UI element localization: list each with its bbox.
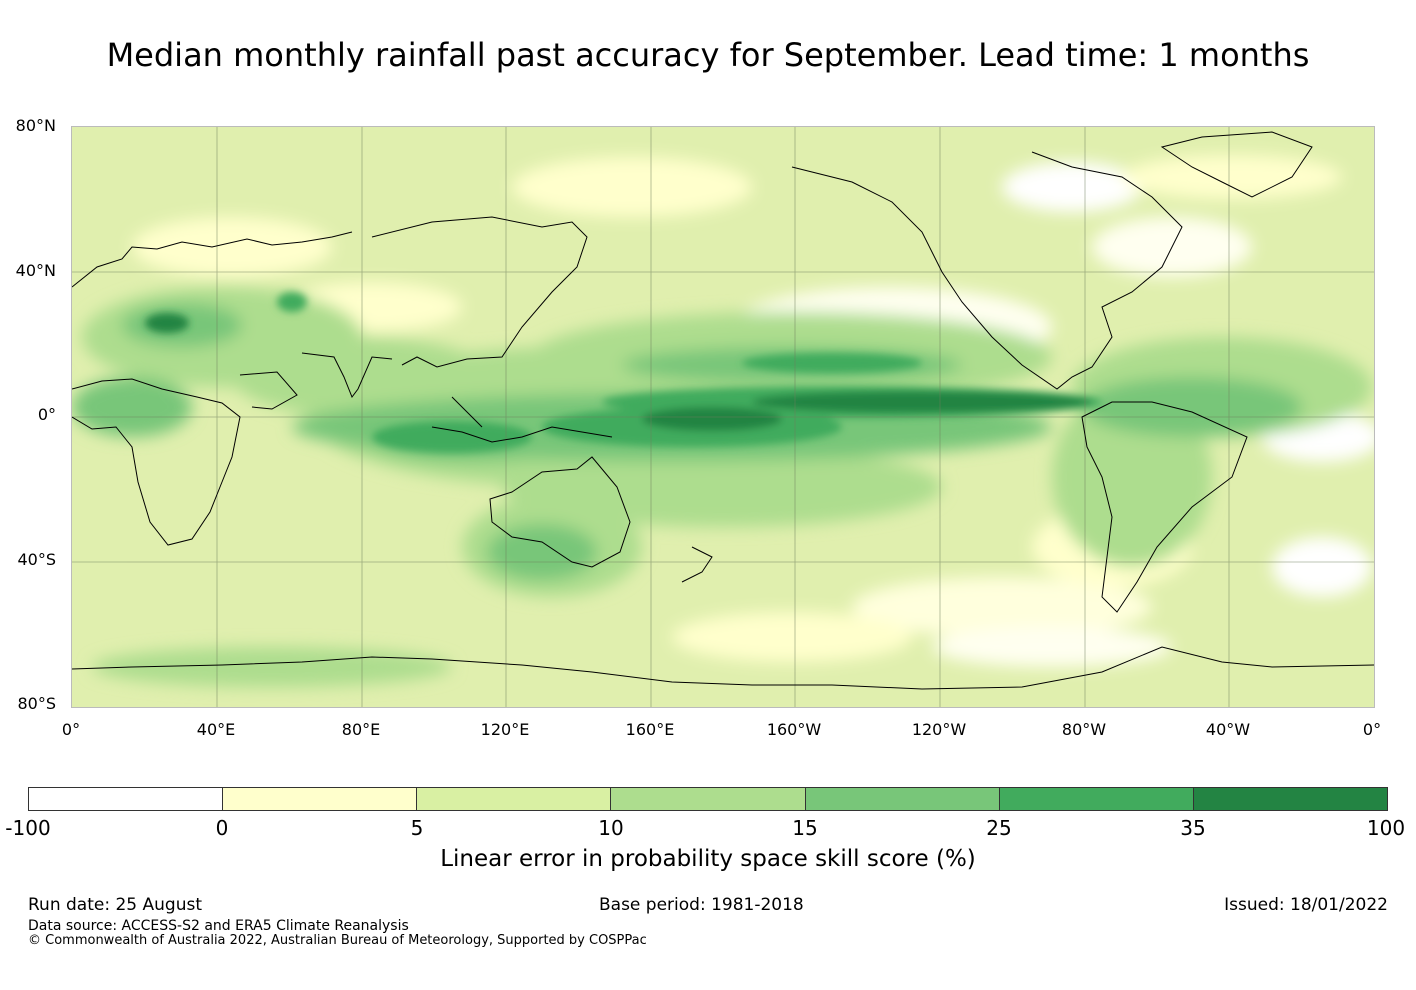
colorbar-label: Linear error in probability space skill … — [440, 846, 976, 872]
lat-label-80n: 80°N — [15, 116, 56, 135]
issued-date: Issued: 18/01/2022 — [1224, 895, 1388, 915]
lon-label-80e: 80°E — [341, 720, 381, 739]
colorbar-tick: 5 — [410, 816, 424, 840]
skill-score-map — [71, 126, 1375, 708]
lat-label-80s: 80°S — [17, 694, 56, 713]
lat-label-40s: 40°S — [17, 550, 56, 569]
lon-label-160e: 160°E — [625, 720, 675, 739]
colorbar-bin-2 — [223, 788, 418, 810]
lat-label-40n: 40°N — [15, 261, 56, 280]
lon-label-0-left: 0° — [61, 720, 81, 739]
colorbar-tick: 100 — [1366, 816, 1406, 840]
run-date: Run date: 25 August — [28, 895, 202, 915]
colorbar-bin-1 — [29, 788, 224, 810]
colorbar-bin-3 — [417, 788, 612, 810]
colorbar-tick: 10 — [598, 816, 624, 840]
lon-label-80w: 80°W — [1061, 720, 1107, 739]
colorbar-bin-5 — [805, 788, 1000, 810]
lon-label-160w: 160°W — [766, 720, 822, 739]
colorbar-tick: 25 — [986, 816, 1012, 840]
lon-label-120e: 120°E — [480, 720, 530, 739]
colorbar — [28, 787, 1388, 811]
lon-label-120w: 120°W — [911, 720, 967, 739]
colorbar-tick: 0 — [215, 816, 229, 840]
colorbar-tick: 35 — [1180, 816, 1206, 840]
lat-label-0: 0° — [37, 405, 56, 424]
colorbar-bin-7 — [1193, 788, 1387, 810]
lon-label-0-right: 0° — [1362, 720, 1382, 739]
lon-label-40w: 40°W — [1205, 720, 1251, 739]
coastlines — [72, 131, 1374, 690]
colorbar-bin-6 — [999, 788, 1194, 810]
base-period: Base period: 1981-2018 — [599, 895, 804, 915]
colorbar-tick: -100 — [5, 816, 51, 840]
copyright: © Commonwealth of Australia 2022, Austra… — [28, 933, 647, 948]
lon-label-40e: 40°E — [196, 720, 236, 739]
chart-title: Median monthly rainfall past accuracy fo… — [106, 36, 1310, 74]
data-source: Data source: ACCESS-S2 and ERA5 Climate … — [28, 918, 409, 934]
colorbar-tick: 15 — [792, 816, 818, 840]
colorbar-bin-4 — [611, 788, 806, 810]
map-graphic — [72, 127, 1374, 707]
